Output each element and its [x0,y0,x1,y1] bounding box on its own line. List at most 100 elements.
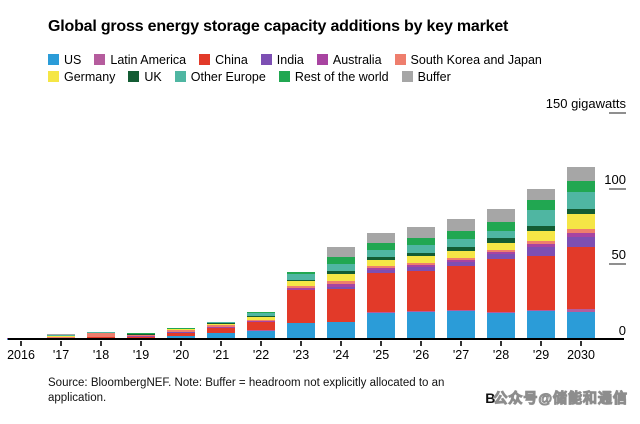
legend-label: Germany [64,69,116,84]
legend-row-1: US Latin America China India Australia South … [48,51,608,68]
watermark-text: 公众号@储能和通信 [493,390,628,407]
segment-south-korea-and-japan [447,257,475,260]
x-axis-label-24: '24 [332,348,350,362]
segment-uk [447,246,475,251]
segment-rest-of-the-world [527,200,555,211]
legend-row-2: Germany UK Other Europe Rest of the world Bu… [48,68,608,85]
segment-buffer [407,226,435,238]
segment-uk [407,253,435,257]
segment-south-korea-and-japan [287,286,315,289]
segment-india [367,270,395,274]
segment-uk [527,225,555,231]
segment-us [567,312,595,339]
segment-us [327,322,355,339]
bar-26 [407,226,435,339]
segment-latin-america [567,309,595,313]
segment-india [447,261,475,267]
segment-germany [367,259,395,267]
x-tick [20,341,22,346]
segment-other-europe [207,322,235,324]
segment-south-korea-and-japan [527,240,555,245]
segment-south-korea-and-japan [247,319,275,321]
segment-australia [447,259,475,262]
segment-germany [527,230,555,241]
legend-swatch [260,54,272,65]
bar-2030 [567,167,595,339]
legend-item-germany: Germany [48,70,115,84]
segment-south-korea-and-japan [327,280,355,285]
segment-china [487,259,515,312]
segment-us [367,312,395,339]
segment-australia [567,232,595,237]
x-tick [460,341,462,346]
segment-latin-america [327,321,355,323]
segment-other-europe [407,244,435,254]
legend-swatch [174,71,186,82]
x-axis-label-19: '19 [132,348,150,362]
bar-24 [327,247,355,339]
segment-us [527,310,555,339]
legend-label: Buffer [417,69,451,84]
legend-item-india: India [260,53,304,67]
segment-south-korea-and-japan [87,333,115,337]
legend-label: South Korea and Japan [410,52,542,67]
segment-rest-of-the-world [247,311,275,314]
segment-other-europe [527,210,555,226]
legend-swatch [316,54,328,65]
legend-swatch [199,54,211,65]
legend-item-rest-of-the-world: Rest of the world [278,69,389,84]
legend-item-buffer: Buffer [401,69,451,84]
segment-india [327,286,355,290]
segment-uk [567,209,595,215]
legend-swatch [128,71,140,82]
legend-swatch [48,71,59,82]
segment-germany [447,250,475,258]
segment-australia [407,265,435,268]
x-axis-label-27: '27 [452,348,470,362]
x-tick [140,341,142,346]
legend-item-latin-america: Latin America [94,53,186,67]
legend-label: China [215,52,248,67]
segment-australia [327,284,355,287]
legend-label: Rest of the world [294,69,389,84]
segment-uk [287,279,315,282]
segment-south-korea-and-japan [47,336,75,338]
x-tick [540,341,542,346]
segment-south-korea-and-japan [127,334,155,337]
segment-south-korea-and-japan [207,325,235,328]
segment-china [87,337,115,339]
bar-20 [167,328,195,339]
x-axis-line [8,338,624,340]
segment-rest-of-the-world [567,180,595,193]
x-tick [60,341,62,346]
x-axis-label-29: '29 [532,348,550,362]
x-tick [500,341,502,346]
segment-germany [487,242,515,250]
x-axis-label-28: '28 [492,348,510,362]
x-axis-label-21: '21 [212,348,230,362]
y-axis-label-100: 100 [604,171,626,187]
y-axis-label-0: 0 [618,323,626,338]
chart-legend: US Latin America China India Australia South … [48,51,608,85]
segment-other-europe [287,273,315,280]
legend-label: Australia [332,52,382,67]
bloomberg-logo-fragment: B [485,390,496,406]
segment-china [567,247,595,310]
segment-rest-of-the-world [367,243,395,250]
legend-item-australia: Australia [316,52,382,67]
bar-28 [487,209,515,339]
segment-uk [487,238,515,243]
segment-latin-america [367,311,395,313]
y-axis-tick-150 [609,111,626,114]
x-axis-label-26: '26 [412,348,430,362]
segment-germany [407,256,435,264]
segment-china [127,336,155,339]
legend-item-south-korea-and-japan: South Korea and Japan [394,52,542,67]
segment-other-europe [487,230,515,239]
legend-item-uk: UK [128,70,162,84]
x-tick [220,341,222,346]
x-axis-label-18: '18 [92,348,110,362]
segment-latin-america [447,310,475,311]
segment-rest-of-the-world [287,271,315,274]
segment-india [287,289,315,291]
